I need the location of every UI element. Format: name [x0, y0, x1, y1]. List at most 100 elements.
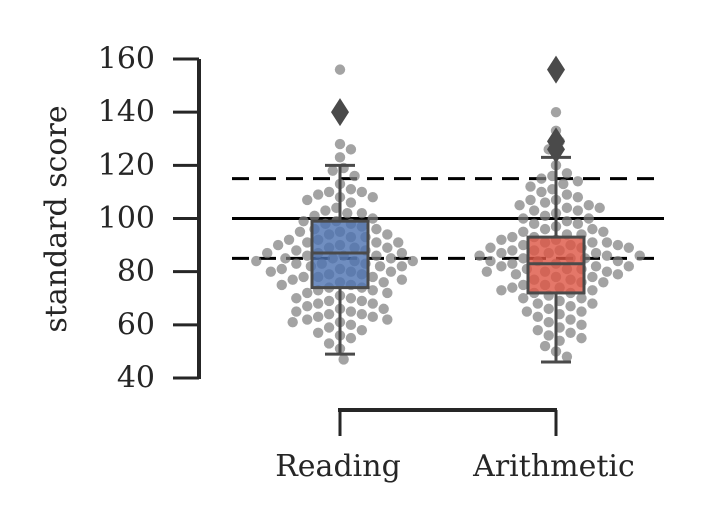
data-point-reading [367, 311, 378, 323]
data-point-arithmetic [601, 237, 613, 248]
data-point-arithmetic [539, 223, 551, 235]
y-ticks: 40 60 80 100 120 140 160 [98, 42, 199, 396]
data-point-reading [283, 234, 295, 245]
data-point-reading [367, 192, 378, 203]
data-point-arithmetic [565, 301, 576, 312]
data-point-arithmetic [518, 253, 529, 264]
axes [197, 59, 557, 412]
x-tick-label-reading: Reading [275, 449, 401, 484]
data-point-reading [367, 271, 378, 283]
data-point-arithmetic [496, 247, 507, 259]
data-point-reading [251, 255, 262, 267]
data-point-arithmetic [507, 258, 518, 269]
data-point-arithmetic [576, 306, 587, 317]
data-point-reading [294, 226, 306, 237]
data-point-reading [302, 194, 313, 206]
data-point-arithmetic [561, 168, 573, 179]
data-point-arithmetic [565, 327, 576, 339]
data-point-reading [302, 250, 313, 261]
data-point-reading [345, 332, 357, 344]
data-point-reading [302, 237, 313, 248]
data-point-reading [367, 298, 378, 309]
data-point-reading [378, 303, 389, 315]
data-point-arithmetic [572, 176, 584, 187]
data-point-arithmetic [539, 197, 551, 208]
data-point-reading [342, 207, 353, 219]
data-point-arithmetic [543, 330, 554, 341]
data-point-reading [287, 316, 298, 328]
data-point-reading [345, 306, 357, 317]
data-point-reading [298, 215, 309, 227]
data-point-reading [407, 255, 418, 267]
data-point-arithmetic [590, 247, 602, 259]
data-point-reading [385, 266, 397, 277]
data-point-arithmetic [587, 271, 598, 283]
data-point-reading [312, 298, 324, 309]
swarm-points [251, 64, 645, 365]
data-point-arithmetic [561, 189, 573, 200]
y-tick-label: 80 [117, 254, 155, 289]
data-point-arithmetic [536, 173, 547, 184]
data-point-arithmetic [536, 186, 547, 198]
data-point-reading [345, 144, 357, 155]
data-point-reading [393, 237, 404, 248]
data-point-arithmetic [572, 205, 584, 216]
data-point-reading [382, 314, 393, 325]
data-point-reading [382, 287, 393, 299]
data-point-arithmetic [507, 231, 518, 243]
data-point-arithmetic [612, 239, 624, 251]
data-point-arithmetic [583, 200, 594, 211]
data-point-arithmetic [612, 269, 624, 280]
data-point-reading [371, 223, 382, 235]
data-point-arithmetic [623, 261, 634, 272]
data-point-reading [272, 239, 284, 251]
data-point-arithmetic [543, 303, 554, 315]
data-point-arithmetic [532, 311, 543, 323]
data-point-arithmetic [594, 202, 605, 214]
data-point-reading [312, 189, 324, 200]
data-point-reading [323, 309, 335, 320]
arithmetic-outlier-marker [547, 127, 565, 156]
data-point-arithmetic [543, 316, 554, 328]
data-point-reading [309, 210, 320, 222]
data-point-reading [382, 229, 393, 240]
data-point-arithmetic [561, 215, 573, 227]
data-point-arithmetic [532, 324, 543, 336]
y-axis-label: standard score [39, 105, 74, 332]
y-tick-label: 160 [98, 42, 155, 77]
data-point-arithmetic [518, 239, 529, 251]
data-point-reading [356, 186, 368, 198]
x-ticks: Reading Arithmetic [275, 410, 635, 484]
data-point-reading [396, 261, 408, 272]
data-point-reading [367, 285, 378, 296]
data-point-arithmetic [587, 237, 598, 248]
data-point-reading [356, 207, 368, 219]
data-point-arithmetic [514, 200, 525, 211]
data-point-arithmetic [558, 178, 569, 190]
data-point-arithmetic [518, 279, 529, 291]
data-point-reading [338, 354, 349, 365]
data-point-arithmetic [598, 277, 609, 288]
y-tick-label: 60 [117, 307, 155, 342]
data-point-arithmetic [496, 261, 507, 272]
data-point-arithmetic [496, 285, 507, 296]
data-point-reading [280, 253, 291, 264]
data-point-reading [334, 152, 346, 163]
data-point-arithmetic [583, 213, 594, 224]
data-point-arithmetic [572, 192, 584, 203]
x-tick-label-arithmetic: Arithmetic [472, 449, 635, 484]
data-point-reading [371, 250, 382, 261]
data-point-arithmetic [532, 298, 543, 309]
arithmetic-outlier-marker [547, 55, 565, 84]
data-point-reading [378, 277, 389, 288]
data-point-reading [345, 319, 357, 331]
data-point-reading [320, 205, 331, 216]
data-point-arithmetic [474, 250, 485, 261]
data-point-arithmetic [528, 218, 540, 230]
data-point-reading [382, 242, 393, 253]
data-point-arithmetic [525, 181, 536, 192]
data-point-arithmetic [521, 306, 533, 317]
data-point-reading [334, 64, 346, 75]
data-point-reading [298, 271, 309, 283]
data-point-reading [291, 306, 302, 317]
